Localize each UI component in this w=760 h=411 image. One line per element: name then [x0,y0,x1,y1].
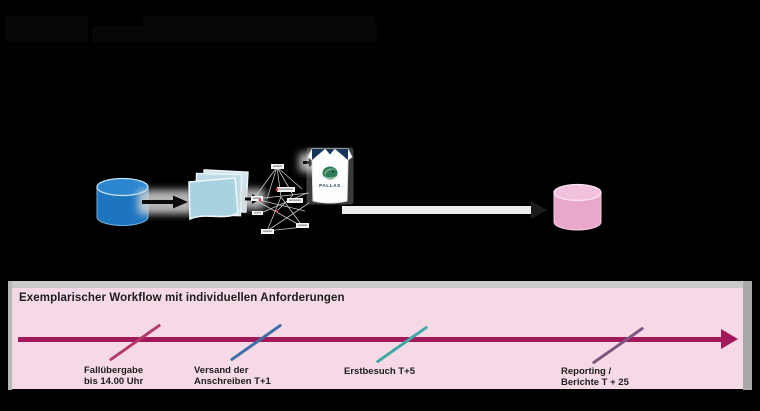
milestone-line: Reporting / [561,366,612,377]
milestone-line: bis 14.00 Uhr [84,376,144,387]
milestone-line: Erstbesuch T+5 [344,366,416,377]
milestone-label: Fallübergabe bis 14.00 Uhr [84,365,143,387]
timeline-arrow [18,337,721,342]
pallas-logo-icon [322,166,338,180]
shirt-logo-text: PALLAS [319,183,341,188]
milestone-label: Reporting / Berichte T + 25 [561,366,629,388]
obscured-text-region [92,26,377,42]
timeline-arrowhead-icon [721,329,738,349]
milestone-line: Anschreiben T+1 [194,376,271,387]
network-sketch-icon [247,159,319,239]
panel-left-strip [8,281,12,390]
milestone-label: Erstbesuch T+5 [344,366,415,377]
white-connector-bar [342,206,532,214]
pink-database-icon [552,183,603,233]
blue-database-icon [95,177,150,228]
milestone-line: Fallübergabe [84,365,144,376]
milestone-line: Berichte T + 25 [561,377,629,388]
arrow-right-icon [138,190,194,214]
pallas-shirt-icon: PALLAS [306,147,354,207]
panel-top-strip [8,281,752,288]
document-stack-icon [186,169,250,223]
panel-right-strip [743,281,752,390]
obscured-text-region [6,16,88,42]
milestone-line: Versand der [194,365,249,376]
connector-arrowhead-icon [531,201,547,219]
workflow-title: Exemplarischer Workflow mit individuelle… [19,292,345,304]
obscured-text-region [143,16,375,30]
milestone-label: Versand der Anschreiben T+1 [194,365,271,387]
